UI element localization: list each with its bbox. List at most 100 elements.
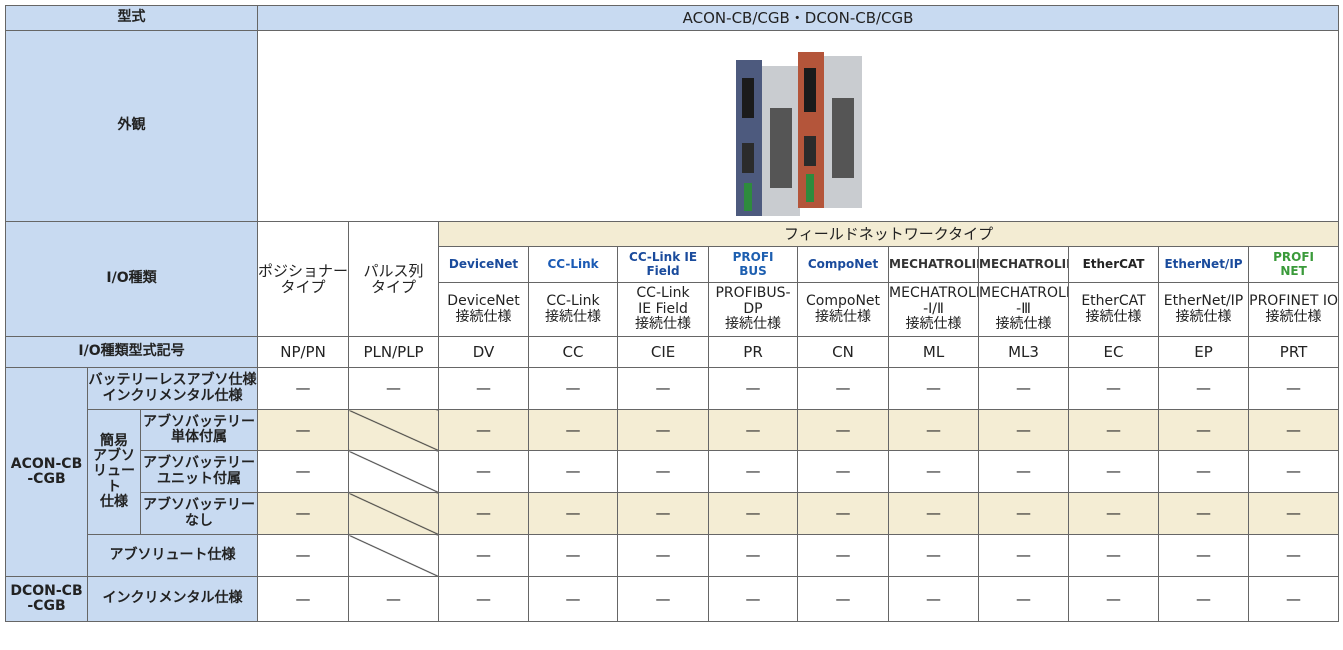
not-applicable bbox=[348, 409, 440, 451]
network-name: CompoNet 接続仕様 bbox=[797, 282, 890, 337]
appearance bbox=[257, 30, 1340, 222]
network-name: EtherCAT 接続仕様 bbox=[1068, 282, 1160, 337]
cell: — bbox=[1068, 409, 1160, 451]
cell: — bbox=[978, 492, 1070, 535]
code: EC bbox=[1068, 336, 1160, 368]
cell: — bbox=[708, 492, 799, 535]
code: PRT bbox=[1248, 336, 1340, 368]
connector bbox=[804, 67, 817, 112]
cell: — bbox=[708, 367, 799, 410]
row: ACON-CB -CGB バッテリーレスアブソ仕様 インクリメンタル仕様 — — — — —… bbox=[5, 367, 1340, 577]
vent bbox=[832, 97, 855, 178]
code: EP bbox=[1158, 336, 1250, 368]
cell: — bbox=[528, 492, 619, 535]
row-label: アブソリュート仕様 bbox=[86, 534, 259, 577]
network-name: PROFINET IO 接続仕様 bbox=[1248, 282, 1340, 337]
cell: — bbox=[797, 492, 890, 535]
cell: — bbox=[1158, 534, 1250, 577]
cell: — bbox=[528, 534, 619, 577]
code: PR bbox=[708, 336, 799, 368]
cell: — bbox=[1248, 367, 1340, 410]
terminal bbox=[744, 182, 753, 211]
network-logo: PROFI NET bbox=[1248, 246, 1340, 283]
cell: — bbox=[528, 576, 619, 622]
row: DeviceNet CC-Link CC-Link IE Field PROFI BU… bbox=[6, 246, 1340, 283]
row: I/O種類 ポジショナー タイプ パルス列 タイプ フィールドネットワークタイプ bbox=[4, 221, 1340, 337]
row: 型式 ACON-CB/CGB・DCON-CB/CGB bbox=[4, 5, 1340, 31]
code: CC bbox=[528, 336, 619, 368]
network-name: MECHATROLINK -Ⅲ 接続仕様 bbox=[978, 282, 1070, 337]
connector bbox=[804, 135, 817, 166]
network-name: CC-Link 接続仕様 bbox=[528, 282, 619, 337]
cell: — bbox=[438, 409, 530, 451]
cell: — bbox=[617, 367, 710, 410]
cell: — bbox=[257, 576, 350, 622]
code: PLN/PLP bbox=[348, 336, 440, 368]
row: アブソバッテリー なし — — — — — — — — — — — bbox=[6, 492, 1340, 535]
cell: — bbox=[1068, 534, 1160, 577]
cell: — bbox=[708, 576, 799, 622]
cell: — bbox=[797, 450, 890, 493]
row-label: アブソバッテリー 単体付属 bbox=[139, 409, 259, 451]
cell: — bbox=[1068, 576, 1160, 622]
cell: — bbox=[1158, 450, 1250, 493]
cell: — bbox=[1068, 450, 1160, 493]
row: DeviceNet 接続仕様 CC-Link 接続仕様 CC-Link IE Fie… bbox=[6, 282, 1340, 337]
cell: — bbox=[1158, 367, 1250, 410]
cell: — bbox=[1158, 492, 1250, 535]
connector bbox=[742, 77, 755, 118]
row: DCON-CB -CGB インクリメンタル仕様 — — — — — — — — — — — — bbox=[5, 576, 1340, 622]
terminal bbox=[806, 173, 815, 202]
network-logo: PROFI BUS bbox=[708, 246, 799, 283]
network-logo: CC-Link IE Field bbox=[617, 246, 710, 283]
cell: — bbox=[617, 492, 710, 535]
cell: — bbox=[617, 450, 710, 493]
row-label: アブソバッテリー なし bbox=[139, 492, 259, 535]
cell: — bbox=[978, 409, 1070, 451]
codes-label: I/O種類型式記号 bbox=[4, 336, 259, 368]
row: 外観 bbox=[4, 30, 1340, 222]
cell: — bbox=[438, 367, 530, 410]
code: ML bbox=[888, 336, 980, 368]
cell: — bbox=[708, 409, 799, 451]
io-label: I/O種類 bbox=[4, 221, 259, 337]
cell: — bbox=[978, 450, 1070, 493]
group-label: ACON-CB -CGB bbox=[5, 367, 88, 577]
subgroup-label: 簡易 アブソ リュート 仕様 bbox=[87, 409, 141, 535]
cell: — bbox=[888, 492, 980, 535]
cell: — bbox=[257, 492, 350, 535]
network-name: EtherNet/IP 接続仕様 bbox=[1158, 282, 1250, 337]
spec-table: 型式 ACON-CB/CGB・DCON-CB/CGB 外観 I/O種類 ポジショナ… bbox=[4, 5, 1340, 622]
cell: — bbox=[438, 450, 530, 493]
cell: — bbox=[708, 450, 799, 493]
cell: — bbox=[617, 534, 710, 577]
model: ACON-CB/CGB・DCON-CB/CGB bbox=[257, 5, 1340, 31]
cell: — bbox=[257, 409, 350, 451]
cell: — bbox=[797, 367, 890, 410]
not-applicable bbox=[348, 534, 440, 577]
code: CN bbox=[797, 336, 890, 368]
cell: — bbox=[797, 409, 890, 451]
group-label: DCON-CB -CGB bbox=[5, 576, 88, 622]
appearance-label: 外観 bbox=[4, 30, 259, 222]
cell: — bbox=[617, 576, 710, 622]
cell: — bbox=[257, 367, 350, 410]
network-name: CC-Link IE Field 接続仕様 bbox=[617, 282, 710, 337]
cell: — bbox=[888, 534, 980, 577]
code: NP/PN bbox=[257, 336, 350, 368]
cell: — bbox=[1248, 576, 1340, 622]
cell: — bbox=[978, 367, 1070, 410]
cell: — bbox=[978, 534, 1070, 577]
cell: — bbox=[888, 409, 980, 451]
not-applicable bbox=[348, 450, 440, 493]
cell: — bbox=[1158, 576, 1250, 622]
not-applicable bbox=[348, 492, 440, 535]
row: アブソリュート仕様 — — — — — — — — — — — bbox=[6, 534, 1340, 577]
model-label: 型式 bbox=[4, 5, 259, 31]
cell: — bbox=[348, 367, 440, 410]
row: I/O種類型式記号 NP/PN PLN/PLP DV CC CIE PR CN ML ML3 EC E… bbox=[4, 336, 1340, 368]
cell: — bbox=[438, 534, 530, 577]
cell: — bbox=[1248, 534, 1340, 577]
cell: — bbox=[438, 576, 530, 622]
